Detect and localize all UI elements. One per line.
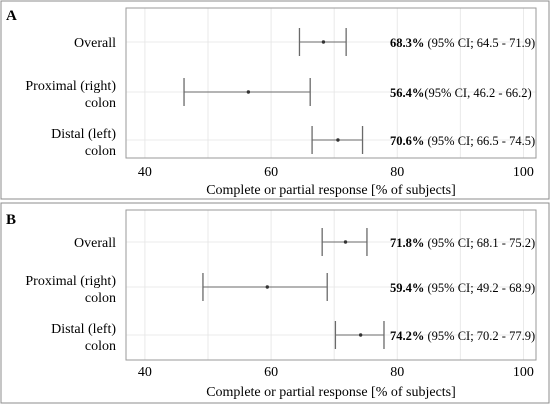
annotation-estimate: 56.4% [390, 86, 424, 100]
point-estimate [321, 40, 326, 44]
annotation-estimate: 68.3% [390, 36, 424, 50]
x-tick-label: 60 [264, 165, 278, 180]
x-axis-title: Complete or partial response [% of subje… [206, 183, 456, 198]
x-tick-label: 100 [513, 365, 534, 380]
point-estimate [343, 240, 348, 244]
x-tick-label: 80 [390, 165, 404, 180]
category-label: Proximal (right) colon [25, 274, 116, 306]
category-label-line: colon [85, 144, 116, 159]
panel-label: B [6, 212, 16, 228]
annotation-estimate: 71.8% [390, 236, 424, 250]
category-label-line: Distal (left) [51, 127, 116, 142]
x-tick-label: 60 [264, 365, 278, 380]
category-label-line: Proximal (right) [25, 274, 116, 289]
plot-area-border [125, 7, 537, 159]
estimate-annotation: 70.6% (95% CI; 66.5 - 74.5) [390, 134, 535, 148]
point-estimate [336, 138, 340, 142]
category-label-line: Distal (left) [51, 322, 116, 337]
category-label: Distal (left) colon [51, 322, 116, 354]
category-label: Overall [74, 236, 116, 251]
x-tick-label: 100 [513, 165, 534, 180]
estimate-annotation: 71.8% (95% CI; 68.1 - 75.2) [390, 236, 535, 250]
category-label: Proximal (right) colon [25, 79, 116, 111]
panel-label: A [6, 8, 17, 24]
category-label: Distal (left) colon [51, 127, 116, 159]
estimate-annotation: 74.2% (95% CI; 70.2 - 77.9) [390, 329, 535, 343]
estimate-annotation: 68.3% (95% CI; 64.5 - 71.9) [390, 36, 535, 50]
annotation-ci: (95% CI; 68.1 - 75.2) [424, 236, 535, 250]
category-label-line: Overall [74, 236, 116, 251]
annotation-ci: (95% CI; 70.2 - 77.9) [424, 329, 535, 343]
panel-a: A Overall 68.3% (95% CI; 64.5 - 71.9) Proxi… [0, 0, 550, 200]
point-estimate [358, 333, 363, 337]
x-tick-label: 80 [390, 365, 404, 380]
annotation-ci: (95% CI; 49.2 - 68.9) [424, 281, 535, 295]
annotation-ci: (95% CI; 64.5 - 71.9) [424, 36, 535, 50]
annotation-estimate: 70.6% [390, 134, 424, 148]
x-tick-label: 40 [138, 365, 152, 380]
annotation-estimate: 74.2% [390, 329, 424, 343]
category-label-line: colon [85, 96, 116, 111]
estimate-annotation: 59.4% (95% CI; 49.2 - 68.9) [390, 281, 535, 295]
annotation-estimate: 59.4% [390, 281, 424, 295]
x-tick-label: 40 [138, 165, 152, 180]
annotation-ci: (95% CI; 66.5 - 74.5) [424, 134, 535, 148]
category-label-line: Proximal (right) [25, 79, 116, 94]
category-label: Overall [74, 36, 116, 51]
point-estimate [265, 285, 269, 289]
panel-frame [0, 202, 550, 404]
point-estimate [246, 90, 251, 94]
category-label-line: colon [85, 339, 116, 354]
panel-b: B Overall 71.8% (95% CI; 68.1 - 75.2) Proxi… [0, 202, 550, 404]
category-label-line: Overall [74, 36, 116, 51]
panel-frame [0, 0, 550, 200]
annotation-ci: (95% CI, 46.2 - 66.2) [424, 86, 531, 100]
category-label-line: colon [85, 291, 116, 306]
plot-area-border [125, 209, 537, 361]
estimate-annotation: 56.4%(95% CI, 46.2 - 66.2) [390, 86, 532, 100]
x-axis-title: Complete or partial response [% of subje… [206, 385, 456, 400]
